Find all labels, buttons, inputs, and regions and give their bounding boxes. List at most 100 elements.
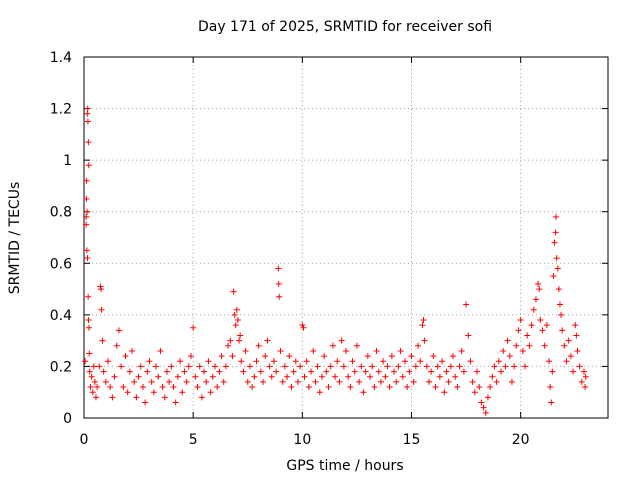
data-point (491, 363, 498, 370)
data-point (244, 378, 251, 385)
data-point (408, 353, 415, 360)
data-point (582, 384, 589, 391)
data-point (308, 368, 315, 375)
data-point (548, 399, 555, 406)
data-point (190, 324, 197, 331)
data-point (194, 384, 201, 391)
data-point (159, 384, 166, 391)
data-point (384, 363, 391, 370)
data-point (524, 332, 531, 339)
data-point (284, 373, 291, 380)
data-point (553, 255, 560, 262)
data-point (364, 353, 371, 360)
data-point (410, 378, 417, 385)
data-point (166, 378, 173, 385)
data-point (129, 347, 136, 354)
data-point (395, 363, 402, 370)
data-point (275, 280, 282, 287)
data-point (406, 368, 413, 375)
data-point (360, 389, 367, 396)
data-point (91, 378, 98, 385)
data-point (89, 389, 96, 396)
data-point (87, 384, 94, 391)
data-point (430, 353, 437, 360)
data-point (82, 358, 89, 365)
data-point (316, 389, 323, 396)
data-point (174, 373, 181, 380)
data-point (506, 353, 513, 360)
data-point (84, 208, 91, 215)
data-point (495, 358, 502, 365)
data-point (187, 353, 194, 360)
data-point (168, 363, 175, 370)
data-point (155, 373, 162, 380)
data-point (550, 273, 557, 280)
data-point (432, 384, 439, 391)
data-point (230, 288, 237, 295)
y-tick-label: 1 (63, 153, 72, 169)
data-point (88, 373, 95, 380)
data-point (86, 324, 93, 331)
data-point (84, 255, 91, 262)
data-point (303, 358, 310, 365)
data-point (345, 373, 352, 380)
data-point (260, 378, 267, 385)
data-point (386, 384, 393, 391)
data-point (115, 327, 122, 334)
data-point (567, 353, 574, 360)
data-point (279, 378, 286, 385)
y-tick-label: 1.4 (50, 50, 72, 66)
data-point (356, 378, 363, 385)
data-point (412, 363, 419, 370)
data-point (85, 162, 92, 169)
data-point (393, 378, 400, 385)
data-point (288, 384, 295, 391)
data-point (397, 347, 404, 354)
data-point (478, 399, 485, 406)
data-point (423, 363, 430, 370)
data-point (508, 378, 515, 385)
data-point (281, 363, 288, 370)
data-point (340, 363, 347, 370)
data-point (487, 384, 494, 391)
data-point (90, 363, 97, 370)
data-point (576, 363, 583, 370)
data-point (257, 368, 264, 375)
data-point (515, 327, 522, 334)
data-point (465, 332, 472, 339)
data-point (563, 358, 570, 365)
data-point (305, 384, 312, 391)
data-point (312, 378, 319, 385)
data-point (391, 368, 398, 375)
data-point (314, 363, 321, 370)
axis-ticks: 0 0.2 0.4 0.6 0.8 1 1.2 1.4 0 5 10 15 20 (50, 50, 608, 448)
data-point (343, 347, 349, 354)
data-point (493, 378, 500, 385)
data-point (214, 384, 221, 391)
data-point (201, 368, 208, 375)
y-tick-label: 1.2 (50, 102, 72, 118)
y-tick-label: 0.8 (50, 205, 72, 221)
grid-lines (84, 57, 608, 418)
data-point (419, 322, 426, 329)
data-point (270, 358, 277, 365)
data-point (133, 394, 140, 401)
data-point (532, 296, 539, 303)
data-point (118, 363, 125, 370)
data-point (253, 358, 260, 365)
data-point (84, 118, 91, 125)
data-point (572, 322, 579, 329)
data-point (580, 368, 587, 375)
data-point (329, 342, 336, 349)
data-point (358, 363, 365, 370)
data-point (371, 384, 378, 391)
data-point (500, 347, 507, 354)
data-point (126, 368, 133, 375)
data-point (124, 389, 131, 396)
data-point (205, 358, 212, 365)
data-point (425, 378, 432, 385)
data-point (231, 311, 238, 318)
data-point (148, 378, 155, 385)
data-point (517, 317, 524, 324)
data-point (177, 358, 184, 365)
